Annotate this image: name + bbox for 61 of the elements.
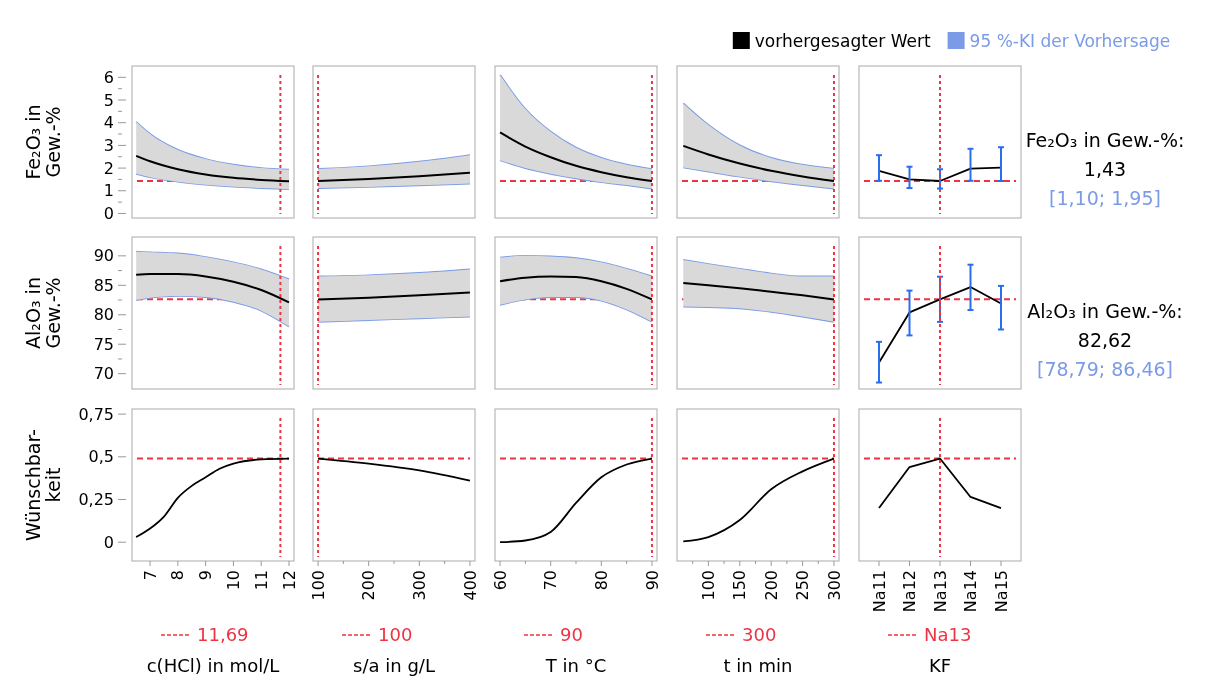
- y-axis-title: Wünschbar-keit: [21, 429, 65, 541]
- y-axis-title: Fe₂O₃ in Gew.-%: [21, 104, 65, 180]
- x-tick-label: 10: [224, 570, 244, 591]
- x-tick-label: 100: [699, 570, 718, 601]
- text: Al₂O₃ in Gew.-%:: [1027, 299, 1183, 322]
- text: 82,62: [1077, 328, 1133, 351]
- x-tick-label: 100: [308, 570, 328, 601]
- x-tick-label: Na14: [961, 570, 981, 613]
- y-tick-label: 6: [103, 67, 114, 87]
- ref-line-label: Na13: [924, 624, 972, 646]
- x-tick-label: 300: [824, 570, 844, 601]
- legend-label: 95 %-KI der Vorhersage: [969, 30, 1171, 51]
- x-axis-title: T in °C: [544, 655, 607, 676]
- text: Fe₂O₃ in Gew.-%:: [1025, 128, 1185, 151]
- y-tick-label: 75: [93, 334, 114, 354]
- y-tick-label: 4: [103, 113, 114, 133]
- x-axis-title: c(HCl) in mol/L: [146, 655, 280, 676]
- y-tick-label: 1: [103, 181, 114, 201]
- y-tick-label: 3: [103, 136, 114, 155]
- y-tick-label: 0: [103, 532, 114, 552]
- y-tick-label: 5: [103, 90, 114, 110]
- x-axis-title: s/a in g/L: [353, 655, 435, 676]
- text: [1,10; 1,95]: [1049, 186, 1161, 209]
- legend-label: vorhergesagter Wert: [754, 30, 931, 51]
- x-tick-label: 250: [793, 570, 813, 601]
- x-tick-label: 60: [490, 570, 510, 591]
- y-tick-label: 90: [93, 246, 114, 266]
- x-tick-label: 200: [761, 570, 781, 601]
- y-tick-label: 2: [103, 158, 114, 178]
- x-tick-label: 150: [730, 570, 750, 601]
- x-tick-label: 9: [196, 570, 216, 581]
- x-tick-label: 11: [251, 570, 271, 591]
- x-tick-label: 300: [409, 570, 429, 601]
- y-axis-title: Al₂O₃ in Gew.-%: [21, 277, 65, 349]
- x-tick-label: Na13: [930, 570, 950, 613]
- x-tick-label: Na12: [900, 570, 920, 613]
- y-tick-label: 0: [103, 204, 114, 224]
- y-tick-label: 85: [93, 275, 114, 295]
- legend-label: 100: [378, 624, 413, 646]
- x-tick-label: 90: [642, 570, 662, 591]
- x-tick-label: 200: [359, 570, 379, 601]
- x-tick-label: 7: [140, 570, 160, 581]
- x-tick-label: Na15: [991, 570, 1011, 613]
- legend-label: 11,69: [197, 624, 249, 646]
- text: [78,79; 86,46]: [1036, 357, 1174, 380]
- legend-label: 300: [742, 624, 777, 646]
- text: 1,43: [1083, 157, 1127, 180]
- legend-label: 90: [560, 624, 583, 646]
- x-tick-label: 12: [279, 570, 299, 591]
- x-axis-title: t in min: [723, 655, 793, 676]
- x-tick-label: 8: [168, 570, 188, 581]
- y-tick-label: 0,5: [88, 447, 114, 467]
- y-tick-label: 80: [93, 305, 114, 325]
- x-tick-label: 80: [591, 570, 611, 591]
- y-tick-label: 0,25: [78, 490, 114, 510]
- y-tick-label: 70: [93, 364, 114, 384]
- x-axis-title: KF: [928, 655, 952, 676]
- x-tick-label: Na11: [869, 570, 889, 613]
- y-tick-label: 0,75: [78, 404, 114, 424]
- x-tick-label: 70: [541, 570, 561, 591]
- x-tick-label: 400: [460, 570, 480, 601]
